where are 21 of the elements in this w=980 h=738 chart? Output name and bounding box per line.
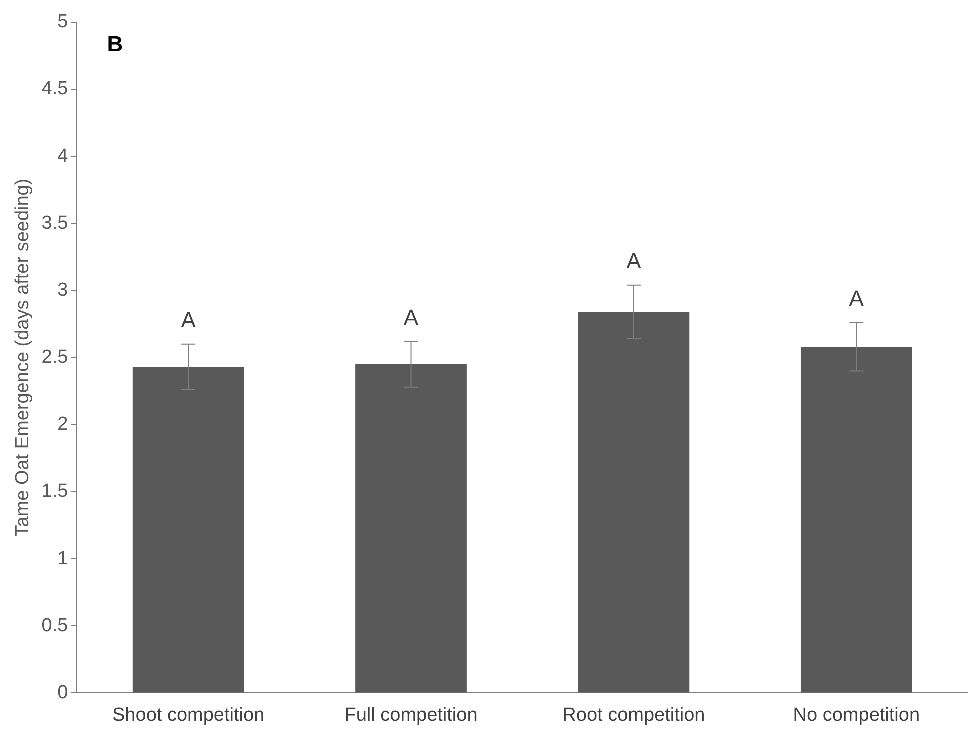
x-tick-label: Full competition (344, 704, 478, 726)
annotation: A (181, 307, 196, 332)
y-tick-label: 0.5 (42, 615, 68, 636)
annotation: B (107, 31, 124, 56)
y-tick-label: 0 (58, 682, 68, 704)
annotation: A (626, 248, 642, 274)
y-tick-label: 1 (58, 548, 68, 570)
y-tick-label: 3 (58, 280, 68, 301)
y-tick-label: 2.5 (42, 347, 68, 368)
x-tick-label: No competition (793, 704, 920, 726)
y-axis-title: Tame Oat Emergence (days after seeding) (12, 178, 34, 537)
y-tick-label: 3.5 (42, 212, 68, 234)
y-tick-label: 4.5 (42, 78, 68, 100)
x-tick-label: Shoot competition (112, 704, 265, 726)
annotation: A (404, 304, 419, 330)
x-tick-label: Root competition (562, 704, 706, 726)
y-tick-label: 1.5 (42, 481, 68, 502)
y-tick-label: 5 (58, 12, 68, 33)
y-tick-label: 2 (58, 414, 68, 436)
y-tick-label: 4 (58, 146, 69, 167)
annotation: A (849, 286, 864, 311)
